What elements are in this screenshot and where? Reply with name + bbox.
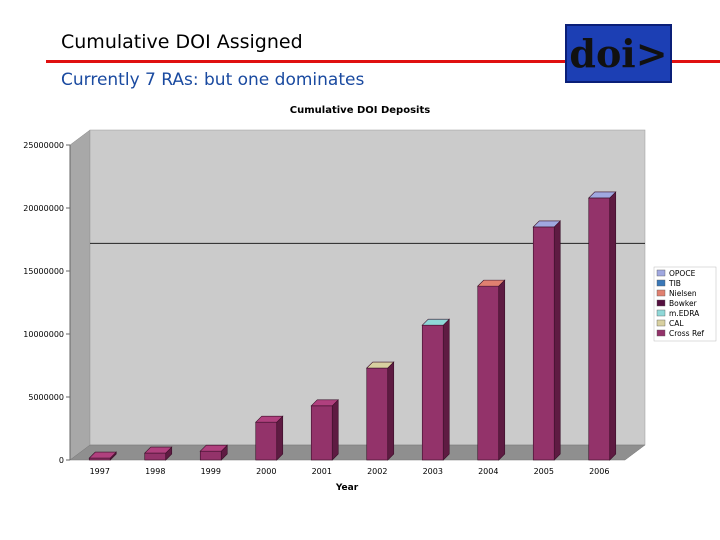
- legend-swatch: [656, 299, 666, 307]
- bar-2005: [532, 220, 561, 461]
- bar-side: [553, 220, 561, 461]
- x-tick-label: 2004: [478, 467, 498, 476]
- y-tick-label: 15000000: [23, 267, 64, 276]
- bar-2000: [255, 415, 284, 461]
- bar-front: [366, 367, 389, 461]
- legend-swatch: [656, 329, 666, 337]
- legend-swatch: [656, 289, 666, 297]
- legend-label: m.EDRA: [669, 309, 700, 318]
- bar-2006: [588, 191, 617, 461]
- x-tick-label: 1998: [145, 467, 165, 476]
- bar-1997: [88, 451, 117, 461]
- bar-1998: [144, 446, 173, 461]
- y-tick-label: 5000000: [28, 393, 64, 402]
- bar-side: [609, 191, 617, 461]
- bar-front: [532, 226, 555, 461]
- bar-top: [199, 444, 228, 452]
- doi-logo-text: doi>: [569, 31, 668, 76]
- bar-top: [477, 279, 506, 287]
- slide-subtitle: Currently 7 RAs: but one dominates: [61, 70, 365, 90]
- legend-swatch: [656, 279, 666, 287]
- bar-top: [310, 399, 339, 407]
- bar-front: [255, 421, 278, 461]
- bar-side: [387, 361, 395, 461]
- chart-title: Cumulative DOI Deposits: [290, 105, 430, 116]
- bar-side: [276, 415, 284, 461]
- bar-2003: [421, 318, 450, 461]
- legend-label: Cross Ref: [669, 329, 704, 338]
- legend-swatch: [656, 309, 666, 317]
- x-axis: 1997 1998 1999 2000 2001 2002 2003 2004 2005 2006: [90, 467, 610, 476]
- legend-swatch: [656, 269, 666, 277]
- doi-logo: doi>: [565, 24, 672, 83]
- bar-top: [255, 415, 284, 423]
- x-tick-label: 1997: [90, 467, 110, 476]
- legend-swatch: [656, 319, 666, 327]
- bar-top: [532, 220, 561, 228]
- bar-side: [442, 318, 450, 461]
- bar-top: [144, 446, 173, 454]
- bar-front: [477, 285, 500, 461]
- bar-front: [144, 452, 167, 461]
- bar-top: [88, 451, 117, 459]
- bar-1999: [199, 444, 228, 461]
- y-tick-label: 10000000: [23, 330, 64, 339]
- y-tick-label: 0: [59, 456, 64, 465]
- bar-front: [310, 405, 333, 461]
- legend-label: Bowker: [669, 299, 698, 308]
- legend-label: OPOCE: [669, 269, 696, 278]
- bar-top: [588, 191, 617, 199]
- x-axis-label: Year: [335, 483, 359, 493]
- bar-2002: [366, 361, 395, 461]
- x-tick-label: 2000: [256, 467, 276, 476]
- slide-title: Cumulative DOI Assigned: [61, 31, 303, 53]
- bar-top: [366, 361, 395, 369]
- bar-side: [331, 399, 339, 461]
- bar-2001: [310, 399, 339, 461]
- y-tick-label: 25000000: [23, 141, 64, 150]
- plot-side-wall: [69, 129, 91, 461]
- x-tick-label: 2002: [367, 467, 387, 476]
- legend-label: CAL: [669, 319, 684, 328]
- cumulative-doi-chart: 25000000 20000000 15000000 10000000 5000000 0…: [23, 105, 717, 493]
- bar-2004: [477, 279, 506, 461]
- bar-front: [421, 324, 444, 461]
- x-tick-label: 2001: [312, 467, 332, 476]
- y-axis: 25000000 20000000 15000000 10000000 5000000 0: [23, 141, 71, 465]
- bar-side: [498, 279, 506, 461]
- x-tick-label: 1999: [201, 467, 221, 476]
- legend-label: TIB: [668, 279, 681, 288]
- legend-label: Nielsen: [669, 289, 697, 298]
- bar-front: [199, 450, 222, 461]
- title-rule: [46, 60, 720, 63]
- bar-front: [588, 197, 611, 461]
- x-tick-label: 2006: [589, 467, 609, 476]
- bar-series: [88, 191, 617, 461]
- y-tick-label: 20000000: [23, 204, 64, 213]
- x-tick-label: 2003: [423, 467, 443, 476]
- bar-top: [421, 318, 450, 326]
- x-tick-label: 2005: [534, 467, 554, 476]
